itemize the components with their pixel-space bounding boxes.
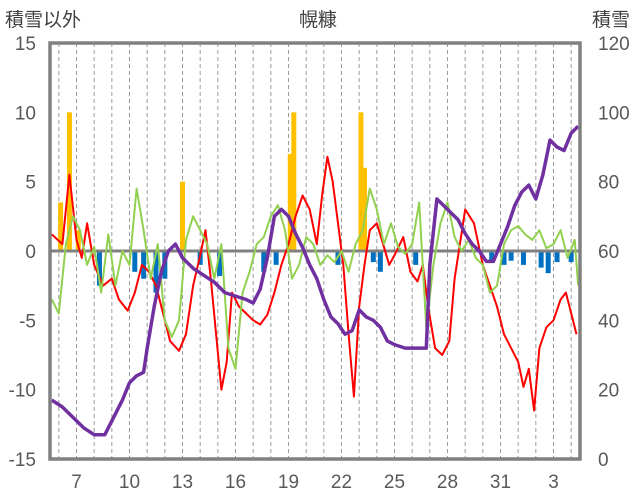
- right-y-ticks: 0 20 40 60 80 100 120: [598, 34, 630, 471]
- x-tick-label: 7: [71, 472, 82, 493]
- bar: [554, 251, 560, 263]
- x-tick-label: 10: [119, 472, 140, 493]
- right-y-tick-label: 60: [598, 242, 619, 263]
- x-tick-label: 28: [437, 472, 458, 493]
- bar: [520, 251, 526, 265]
- bar: [361, 167, 367, 251]
- right-y-tick-label: 80: [598, 173, 619, 194]
- left-y-tick-label: 5: [25, 173, 36, 194]
- left-y-tick-label: -5: [19, 311, 36, 332]
- bar: [291, 112, 297, 251]
- left-y-ticks: -15 -10 -5 0 5 10 15: [9, 34, 36, 471]
- bar: [370, 251, 376, 263]
- left-y-tick-label: 0: [25, 242, 36, 263]
- bar: [153, 251, 159, 293]
- bar: [96, 251, 102, 286]
- left-y-tick-label: -10: [9, 381, 36, 402]
- right-y-tick-label: 20: [598, 381, 619, 402]
- x-tick-label: 16: [225, 472, 246, 493]
- bar: [58, 202, 64, 251]
- left-y-tick-label: 15: [15, 34, 36, 55]
- x-tick-label: 22: [331, 472, 352, 493]
- series-line: [50, 124, 580, 437]
- chart-title: 幌糠: [299, 8, 337, 31]
- plot-frame: [48, 41, 582, 461]
- bar: [132, 251, 138, 272]
- bar: [358, 112, 364, 251]
- x-tick-label: 19: [278, 472, 299, 493]
- bar: [273, 251, 279, 265]
- bar: [538, 251, 544, 268]
- x-tick-label: 3: [548, 472, 559, 493]
- bar: [413, 251, 419, 265]
- bar: [287, 153, 293, 251]
- bar: [568, 251, 574, 263]
- bar: [545, 251, 551, 274]
- x-ticks: 7 10 13 16 19 22 25 28 31 3: [71, 472, 559, 493]
- bar: [489, 251, 495, 263]
- left-axis-label: 積雪以外: [5, 9, 81, 31]
- right-y-tick-label: 40: [598, 311, 619, 332]
- right-axis-label: 積雪: [592, 9, 630, 31]
- bar: [141, 251, 147, 279]
- bar: [501, 251, 507, 265]
- x-tick-label: 13: [172, 472, 193, 493]
- right-y-tick-label: 100: [598, 103, 630, 124]
- x-tick-label: 25: [384, 472, 405, 493]
- left-y-tick-label: 10: [15, 103, 36, 124]
- right-y-tick-label: 120: [598, 34, 630, 55]
- bar: [75, 230, 81, 251]
- x-tick-label: 31: [490, 472, 511, 493]
- right-y-tick-label: 0: [598, 450, 609, 471]
- grid-lines: [58, 43, 572, 459]
- series-line: [50, 187, 580, 370]
- bar: [508, 251, 514, 261]
- line-series: [50, 124, 580, 437]
- bar: [217, 251, 223, 276]
- bar: [377, 251, 383, 272]
- bar: [261, 251, 267, 272]
- left-y-tick-label: -15: [9, 450, 36, 471]
- bar: [180, 181, 185, 251]
